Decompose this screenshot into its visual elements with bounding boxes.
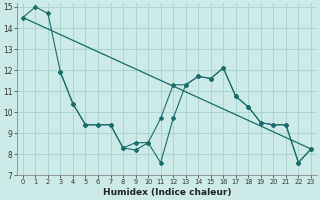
- X-axis label: Humidex (Indice chaleur): Humidex (Indice chaleur): [103, 188, 231, 197]
